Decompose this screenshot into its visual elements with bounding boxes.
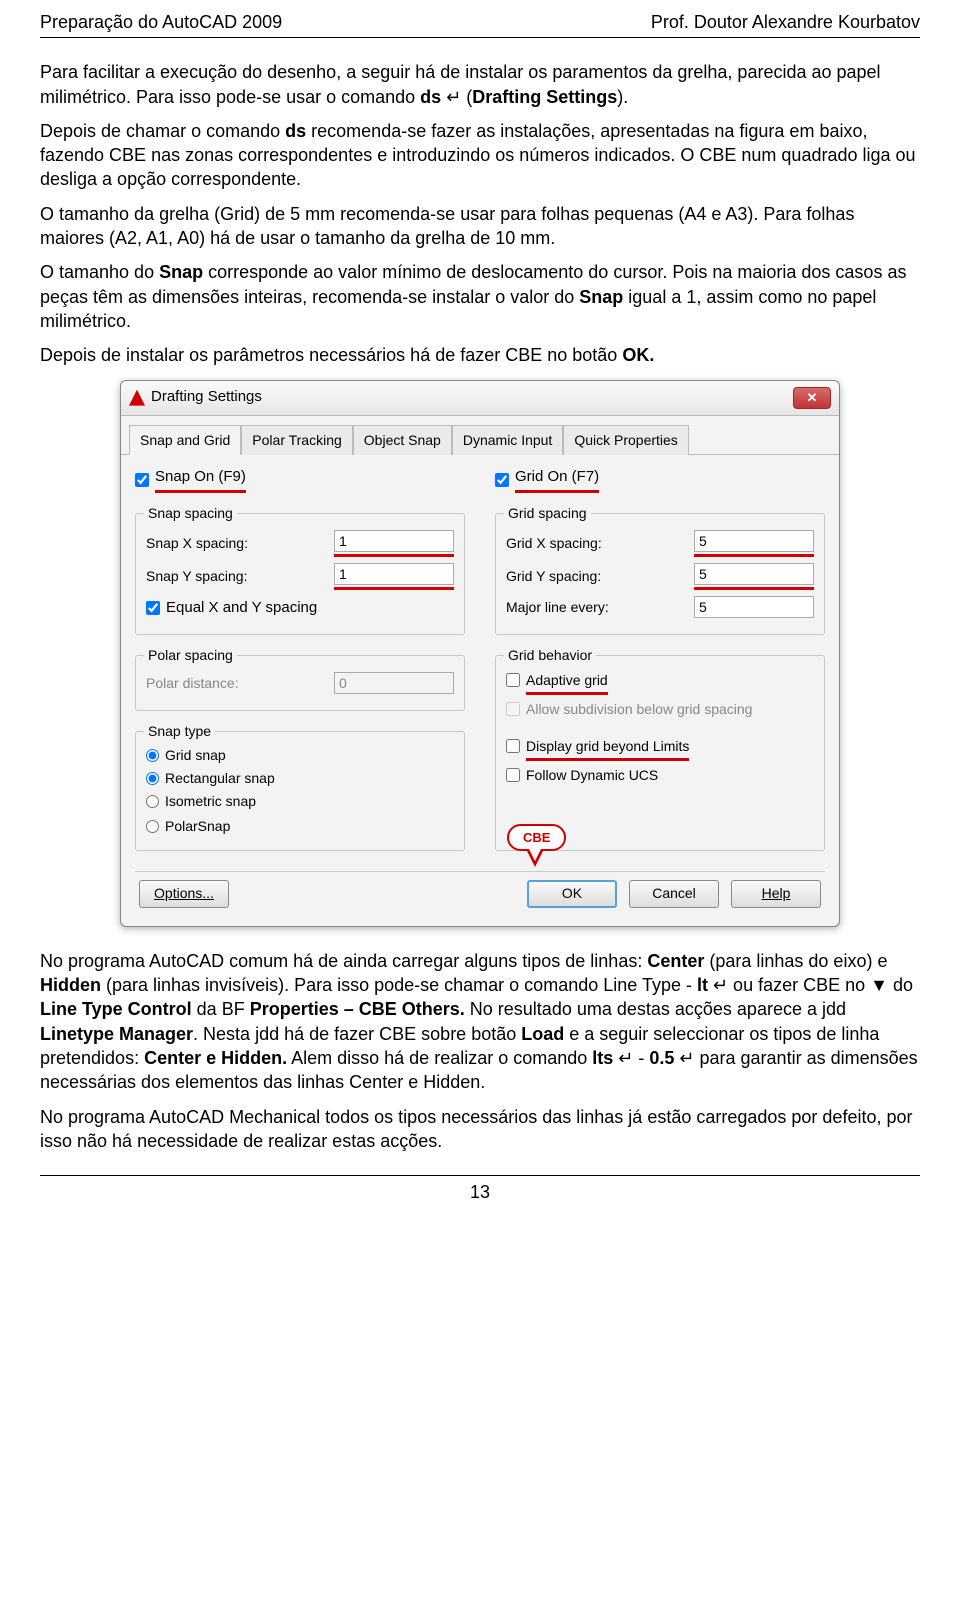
grid-y-input[interactable] — [694, 563, 814, 585]
snap-y-input[interactable] — [334, 563, 454, 585]
equal-xy-checkbox[interactable] — [146, 601, 160, 615]
paragraph-5: Depois de instalar os parâmetros necessá… — [40, 343, 920, 367]
grid-snap-label: Grid snap — [165, 746, 226, 765]
grid-behavior-group: Grid behavior Adaptive grid Allow subdiv… — [495, 655, 825, 851]
adaptive-grid-label: Adaptive grid — [526, 671, 608, 695]
follow-ucs-label: Follow Dynamic UCS — [526, 766, 658, 785]
grid-spacing-group: Grid spacing Grid X spacing: Grid Y spac… — [495, 513, 825, 636]
snap-on-checkbox[interactable] — [135, 473, 149, 487]
grid-on-checkbox[interactable] — [495, 473, 509, 487]
rectangular-snap-label: Rectangular snap — [165, 769, 275, 788]
help-button[interactable]: Help — [731, 880, 821, 908]
tab-object-snap[interactable]: Object Snap — [353, 425, 452, 456]
tab-snap-and-grid[interactable]: Snap and Grid — [129, 425, 241, 456]
dialog-buttonbar: CBE Options... OK Cancel Help — [135, 871, 825, 918]
tab-quick-properties[interactable]: Quick Properties — [563, 425, 688, 456]
snap-on-label: Snap On (F9) — [155, 467, 246, 492]
dialog-title: Drafting Settings — [151, 387, 262, 407]
polar-distance-label: Polar distance: — [146, 674, 239, 693]
paragraph-1: Para facilitar a execução do desenho, a … — [40, 60, 920, 109]
polar-spacing-group: Polar spacing Polar distance: — [135, 655, 465, 711]
grid-on-row: Grid On (F7) — [495, 467, 825, 492]
ok-button[interactable]: OK — [527, 880, 617, 908]
grid-snap-radio[interactable] — [146, 749, 159, 762]
close-icon: ✕ — [807, 389, 818, 407]
app-icon — [129, 390, 145, 406]
options-button[interactable]: Options... — [139, 880, 229, 908]
snap-on-row: Snap On (F9) — [135, 467, 465, 492]
header-right: Prof. Doutor Alexandre Kourbatov — [651, 10, 920, 34]
major-line-input[interactable] — [694, 596, 814, 618]
cancel-button[interactable]: Cancel — [629, 880, 719, 908]
snap-x-input[interactable] — [334, 530, 454, 552]
isometric-snap-label: Isometric snap — [165, 792, 256, 811]
tab-polar-tracking[interactable]: Polar Tracking — [241, 425, 352, 456]
display-beyond-limits-checkbox[interactable] — [506, 739, 520, 753]
polarsnap-label: PolarSnap — [165, 817, 230, 836]
allow-subdivision-label: Allow subdivision below grid spacing — [526, 700, 752, 719]
isometric-snap-radio[interactable] — [146, 795, 159, 808]
drafting-settings-dialog: Drafting Settings ✕ Snap and Grid Polar … — [120, 380, 840, 927]
dialog-titlebar: Drafting Settings ✕ — [121, 381, 839, 416]
snap-spacing-title: Snap spacing — [144, 504, 237, 523]
header-left: Preparação do AutoCAD 2009 — [40, 10, 282, 34]
grid-y-label: Grid Y spacing: — [506, 567, 601, 586]
tab-dynamic-input[interactable]: Dynamic Input — [452, 425, 563, 456]
polar-spacing-title: Polar spacing — [144, 646, 237, 665]
close-button[interactable]: ✕ — [793, 387, 831, 409]
rectangular-snap-radio[interactable] — [146, 772, 159, 785]
snap-type-group: Snap type Grid snap Rectangular snap Iso… — [135, 731, 465, 851]
display-beyond-limits-label: Display grid beyond Limits — [526, 737, 689, 761]
grid-x-label: Grid X spacing: — [506, 534, 602, 553]
grid-spacing-title: Grid spacing — [504, 504, 591, 523]
paragraph-6: No programa AutoCAD comum há de ainda ca… — [40, 949, 920, 1095]
snap-spacing-group: Snap spacing Snap X spacing: Snap Y spac… — [135, 513, 465, 636]
cbe-callout-label: CBE — [507, 824, 566, 852]
paragraph-7: No programa AutoCAD Mechanical todos os … — [40, 1105, 920, 1154]
paragraph-2: Depois de chamar o comando ds recomenda-… — [40, 119, 920, 192]
header-rule — [40, 37, 920, 38]
grid-behavior-title: Grid behavior — [504, 646, 596, 665]
paragraph-4: O tamanho do Snap corresponde ao valor m… — [40, 260, 920, 333]
tabs: Snap and Grid Polar Tracking Object Snap… — [121, 416, 839, 456]
paragraph-3: O tamanho da grelha (Grid) de 5 mm recom… — [40, 202, 920, 251]
page-number: 13 — [40, 1175, 920, 1204]
polarsnap-radio[interactable] — [146, 820, 159, 833]
snap-y-label: Snap Y spacing: — [146, 567, 247, 586]
major-line-label: Major line every: — [506, 598, 609, 617]
snap-type-title: Snap type — [144, 722, 215, 741]
follow-ucs-checkbox[interactable] — [506, 768, 520, 782]
polar-distance-input — [334, 672, 454, 694]
cbe-callout: CBE — [507, 824, 566, 868]
grid-on-label: Grid On (F7) — [515, 467, 599, 492]
snap-x-label: Snap X spacing: — [146, 534, 248, 553]
equal-xy-label: Equal X and Y spacing — [166, 598, 317, 618]
adaptive-grid-checkbox[interactable] — [506, 673, 520, 687]
grid-x-input[interactable] — [694, 530, 814, 552]
allow-subdivision-checkbox — [506, 702, 520, 716]
